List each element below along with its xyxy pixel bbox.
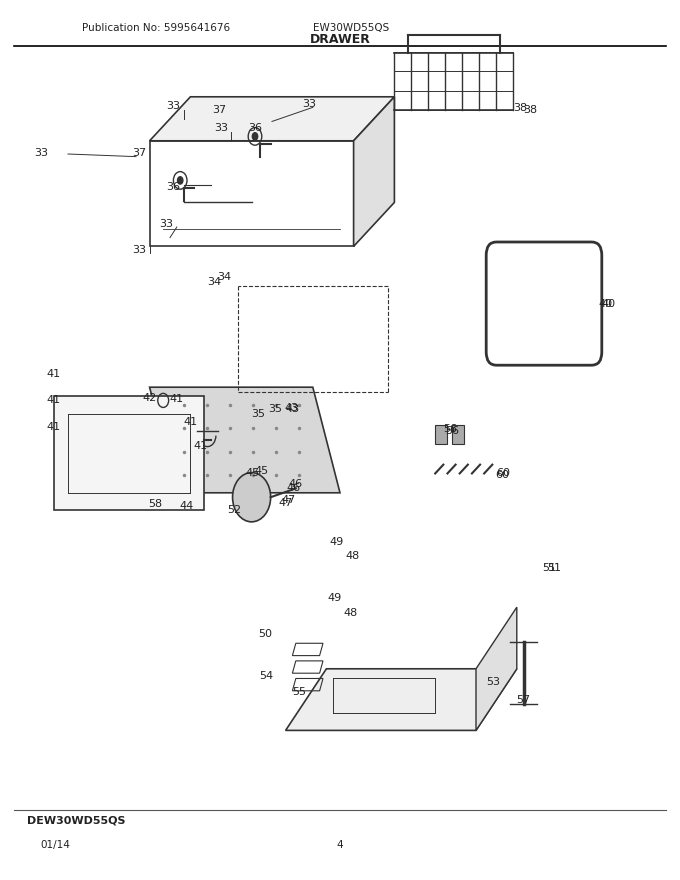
Text: 38: 38 [513, 103, 527, 114]
Text: 33: 33 [133, 245, 146, 255]
Text: 43: 43 [284, 403, 298, 414]
Text: 51: 51 [543, 562, 556, 573]
Text: 48: 48 [343, 608, 357, 619]
Text: 56: 56 [443, 424, 457, 435]
Text: 57: 57 [517, 694, 530, 705]
Text: 33: 33 [303, 99, 316, 109]
Text: 34: 34 [207, 276, 221, 287]
Text: 55: 55 [292, 686, 306, 697]
Text: DEW30WD55QS: DEW30WD55QS [27, 815, 126, 825]
Text: 56: 56 [445, 426, 459, 436]
Polygon shape [286, 669, 517, 730]
Text: 35: 35 [269, 404, 282, 414]
Text: 44: 44 [180, 501, 194, 511]
Text: 36: 36 [167, 181, 180, 192]
Text: 41: 41 [46, 369, 60, 379]
Text: 58: 58 [148, 499, 162, 510]
Text: 38: 38 [524, 105, 537, 115]
Text: 43: 43 [286, 404, 299, 414]
Text: 33: 33 [167, 100, 180, 111]
Text: Publication No: 5995641676: Publication No: 5995641676 [82, 23, 230, 33]
Polygon shape [54, 396, 204, 510]
Polygon shape [435, 425, 447, 444]
Polygon shape [150, 97, 394, 141]
Text: 40: 40 [598, 298, 612, 309]
Text: 47: 47 [282, 495, 296, 505]
Circle shape [252, 132, 258, 141]
Polygon shape [476, 607, 517, 730]
Polygon shape [452, 425, 464, 444]
Text: 37: 37 [133, 148, 146, 158]
Text: 42: 42 [143, 392, 156, 403]
Text: 4: 4 [337, 840, 343, 850]
Circle shape [233, 473, 271, 522]
Text: 50: 50 [258, 628, 272, 639]
Text: 46: 46 [287, 483, 301, 494]
Text: DRAWER: DRAWER [309, 33, 371, 46]
Text: 54: 54 [260, 671, 273, 681]
Text: 33: 33 [160, 219, 173, 230]
Text: 36: 36 [248, 122, 262, 133]
Text: 41: 41 [184, 417, 197, 428]
Text: 41: 41 [170, 393, 184, 404]
Text: 48: 48 [345, 551, 359, 561]
Circle shape [177, 176, 184, 185]
Text: 33: 33 [214, 123, 228, 134]
Polygon shape [150, 387, 340, 493]
Text: 41: 41 [46, 395, 60, 406]
Text: 35: 35 [252, 408, 265, 419]
Text: EW30WD55QS: EW30WD55QS [313, 23, 389, 33]
Text: 46: 46 [289, 479, 303, 489]
Text: 60: 60 [495, 470, 509, 480]
Text: 52: 52 [228, 505, 241, 516]
Text: 49: 49 [328, 593, 341, 604]
Text: 51: 51 [547, 562, 561, 573]
Text: 60: 60 [496, 468, 510, 479]
Text: 45: 45 [255, 466, 269, 476]
Text: 34: 34 [218, 272, 231, 282]
Text: 01/14: 01/14 [41, 840, 71, 850]
Text: 47: 47 [279, 498, 292, 509]
Text: 49: 49 [330, 537, 343, 547]
Text: 45: 45 [246, 468, 260, 479]
Text: 41: 41 [194, 441, 207, 451]
Text: 41: 41 [46, 422, 60, 432]
Text: 37: 37 [213, 105, 226, 115]
Polygon shape [354, 97, 394, 246]
Text: 33: 33 [34, 148, 48, 158]
Text: 40: 40 [602, 298, 615, 309]
Text: 53: 53 [486, 677, 500, 687]
